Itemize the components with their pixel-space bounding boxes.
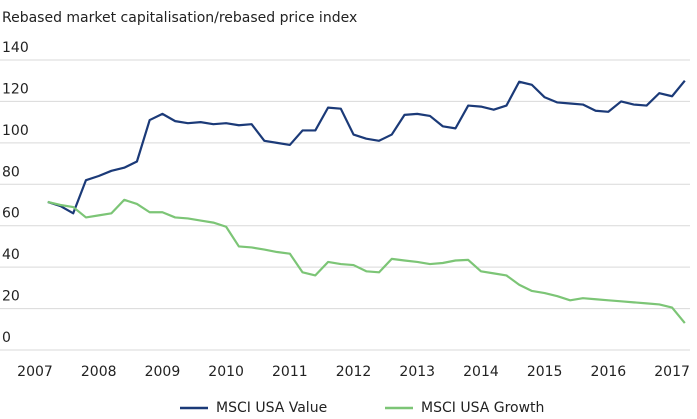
x-tick-label: 2007 [17,364,53,380]
legend-label: MSCI USA Growth [421,400,544,416]
y-tick-label: 80 [2,164,20,180]
y-tick-label: 60 [2,206,20,222]
x-tick-label: 2009 [145,364,181,380]
x-tick-label: 2017 [654,364,690,380]
y-tick-label: 20 [2,289,20,305]
y-tick-label: 0 [2,330,11,346]
y-tick-label: 40 [2,247,20,263]
series-line [47,198,686,324]
x-tick-label: 2010 [208,364,244,380]
chart-title: Rebased market capitalisation/rebased pr… [2,10,357,26]
series-line [47,80,686,215]
y-tick-label: 100 [2,123,29,139]
x-tick-label: 2011 [272,364,308,380]
x-tick-label: 2008 [81,364,117,380]
x-tick-label: 2012 [336,364,372,380]
x-tick-label: 2013 [399,364,435,380]
y-tick-label: 140 [2,40,29,56]
legend-label: MSCI USA Value [216,400,327,416]
x-tick-label: 2016 [591,364,627,380]
x-tick-label: 2015 [527,364,563,380]
x-tick-label: 2014 [463,364,499,380]
y-tick-label: 120 [2,81,29,97]
